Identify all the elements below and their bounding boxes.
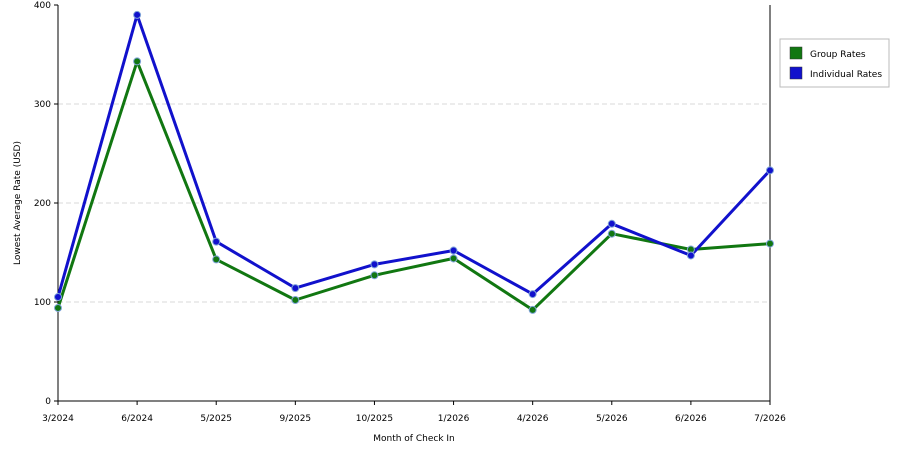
data-point xyxy=(133,10,142,19)
data-point xyxy=(528,290,537,299)
data-point xyxy=(686,251,695,260)
x-tick-label: 6/2024 xyxy=(121,414,153,424)
data-point xyxy=(766,166,774,175)
x-tick-label: 9/2025 xyxy=(279,414,311,424)
legend: Group Rates Individual Rates xyxy=(779,38,890,88)
y-tick-label: 300 xyxy=(34,100,51,110)
x-tick-label: 4/2026 xyxy=(517,414,549,424)
data-point xyxy=(54,293,62,302)
series-lines xyxy=(56,13,772,312)
x-tick-label: 7/2026 xyxy=(754,414,786,424)
y-tick-label: 100 xyxy=(34,298,51,308)
series-line-0 xyxy=(56,59,772,312)
data-point xyxy=(449,246,458,255)
legend-swatch xyxy=(789,66,803,80)
y-tick-label: 400 xyxy=(34,1,51,11)
data-point xyxy=(212,255,221,264)
axes xyxy=(54,4,771,405)
grid-lines xyxy=(58,103,770,303)
data-point xyxy=(291,296,300,305)
data-point xyxy=(291,284,300,293)
legend-swatch xyxy=(789,46,803,60)
y-tick-label: 0 xyxy=(45,397,51,407)
y-tick-label: 200 xyxy=(34,199,51,209)
data-point xyxy=(449,254,458,263)
data-point xyxy=(528,305,537,314)
x-tick-label: 5/2026 xyxy=(596,414,628,424)
data-point xyxy=(133,57,142,66)
data-point xyxy=(370,271,379,280)
data-point xyxy=(607,229,616,238)
x-tick-label: 10/2025 xyxy=(356,414,393,424)
data-points xyxy=(54,10,774,314)
data-point xyxy=(370,260,379,269)
series-line-1 xyxy=(56,13,772,299)
x-tick-label: 6/2026 xyxy=(675,414,707,424)
legend-label: Group Rates xyxy=(810,50,866,60)
data-point xyxy=(607,219,616,228)
data-point xyxy=(766,239,774,248)
data-point xyxy=(54,303,62,312)
x-axis-title: Month of Check In xyxy=(373,434,455,444)
x-tick-label: 5/2025 xyxy=(200,414,232,424)
x-tick-label: 1/2026 xyxy=(438,414,470,424)
legend-label: Individual Rates xyxy=(810,70,882,80)
x-tick-label: 3/2024 xyxy=(42,414,74,424)
tick-labels: 0 100 200 300 400 3/2024 6/2024 5/2025 9/2025 10/… xyxy=(34,1,786,424)
data-point xyxy=(212,237,221,246)
y-axis-title: Lowest Average Rate (USD) xyxy=(13,141,23,265)
